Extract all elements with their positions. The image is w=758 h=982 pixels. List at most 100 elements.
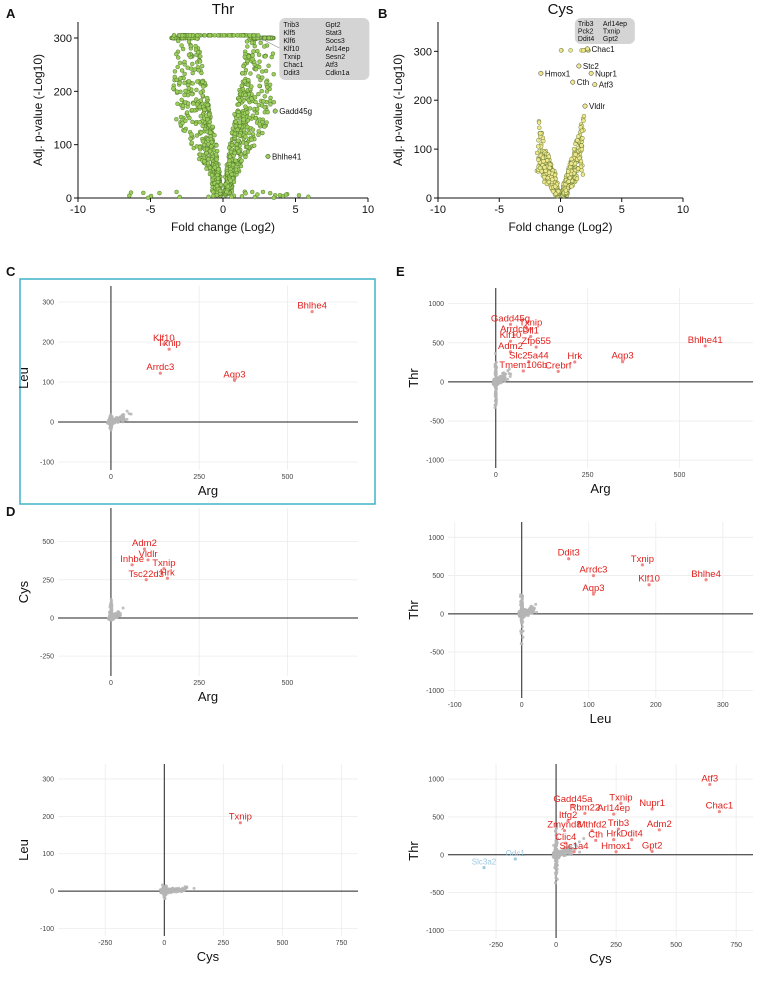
x-tick-label: 500: [282, 474, 294, 481]
data-point: [229, 194, 234, 199]
data-point: [494, 371, 498, 375]
y-tick-label: 200: [414, 95, 432, 107]
data-point: [108, 616, 112, 620]
data-point: [261, 99, 266, 104]
x-tick-label: 500: [674, 472, 686, 479]
box-gene-label: Trib3: [578, 21, 594, 28]
gene-label: Chac1: [706, 801, 733, 812]
data-point: [267, 82, 273, 87]
data-point: [189, 66, 194, 71]
x-tick-label: 200: [650, 702, 662, 709]
data-point: [554, 864, 558, 868]
gene-label: Tsc22d3: [129, 569, 164, 580]
box-gene-label: Ddit4: [578, 36, 594, 43]
gene-point: [265, 153, 271, 159]
data-point: [182, 71, 187, 77]
data-point: [536, 157, 541, 162]
x-tick-label: 10: [362, 204, 374, 216]
x-tick-label: 0: [557, 204, 563, 216]
data-point: [538, 131, 543, 136]
data-point: [546, 179, 552, 185]
data-point: [190, 70, 195, 76]
data-point: [544, 158, 550, 163]
y-tick-label: 100: [42, 851, 54, 858]
data-point: [248, 71, 253, 76]
data-point: [198, 90, 203, 95]
data-point: [244, 39, 250, 44]
data-point: [174, 51, 179, 57]
y-tick-label: 500: [432, 814, 444, 821]
data-point: [246, 54, 251, 59]
data-point: [214, 193, 219, 198]
data-point: [233, 119, 238, 125]
data-point: [180, 103, 186, 108]
data-point: [493, 403, 497, 407]
data-point: [520, 608, 524, 612]
data-point: [194, 87, 199, 93]
data-point: [236, 138, 241, 143]
data-point: [186, 86, 191, 91]
data-point: [264, 79, 269, 85]
data-point: [204, 95, 210, 101]
data-point: [535, 610, 539, 614]
data-point: [196, 68, 201, 73]
gene-point: [592, 82, 598, 88]
data-point: [573, 152, 578, 157]
data-point: [177, 194, 182, 200]
data-point: [207, 165, 213, 170]
x-tick-label: -5: [494, 204, 504, 216]
data-point: [241, 63, 246, 69]
data-point: [214, 183, 220, 189]
data-point: [252, 44, 257, 49]
data-point: [553, 184, 558, 189]
data-point: [179, 68, 185, 73]
data-point: [546, 170, 552, 175]
box-gene-label: Arl14ep: [603, 21, 627, 28]
gene-point: [570, 79, 576, 85]
data-point: [520, 593, 524, 597]
data-point: [252, 143, 257, 148]
y-tick-label: 1000: [428, 777, 444, 784]
data-point: [207, 119, 212, 125]
x-tick-label: 750: [336, 940, 348, 947]
data-point: [556, 189, 561, 194]
data-point: [520, 600, 524, 604]
scatter-plot-E3: -250 0 250 500 750-1000-50005001000CysThrAtf…: [406, 764, 753, 966]
data-point: [201, 142, 207, 148]
data-point: [239, 194, 245, 199]
gene-point: [538, 70, 544, 76]
data-point: [179, 889, 183, 893]
data-point: [271, 72, 276, 77]
data-point: [109, 413, 113, 417]
gene-label-down: Slc3a2: [472, 858, 497, 867]
data-point: [200, 123, 205, 129]
data-point: [541, 159, 546, 164]
data-point: [243, 104, 248, 109]
gene-label: Klf10: [500, 330, 522, 341]
data-point: [128, 190, 134, 195]
gene-label: Cth: [588, 829, 603, 840]
data-point: [211, 189, 216, 195]
box-gene-label: Ddit3: [283, 70, 299, 77]
data-point: [262, 94, 267, 99]
data-point: [249, 96, 254, 101]
panel-c-frame: [19, 278, 376, 505]
data-point: [521, 635, 525, 639]
box-gene-label: Klf6: [283, 38, 295, 45]
data-point: [204, 150, 209, 156]
y-tick-label: -500: [430, 650, 444, 657]
data-point: [500, 378, 504, 382]
data-point: [240, 33, 246, 38]
data-point: [296, 193, 302, 198]
y-axis-label: Cys: [16, 580, 31, 603]
y-tick-label: 200: [42, 340, 54, 347]
data-point: [158, 888, 162, 892]
data-point: [494, 369, 498, 373]
data-point: [145, 195, 151, 200]
gene-label: Klf10: [638, 574, 660, 585]
y-tick-label: 0: [50, 420, 54, 427]
gene-label: Aqp3: [611, 351, 633, 362]
data-point: [499, 381, 503, 385]
data-point: [494, 391, 498, 395]
data-point: [186, 79, 192, 84]
